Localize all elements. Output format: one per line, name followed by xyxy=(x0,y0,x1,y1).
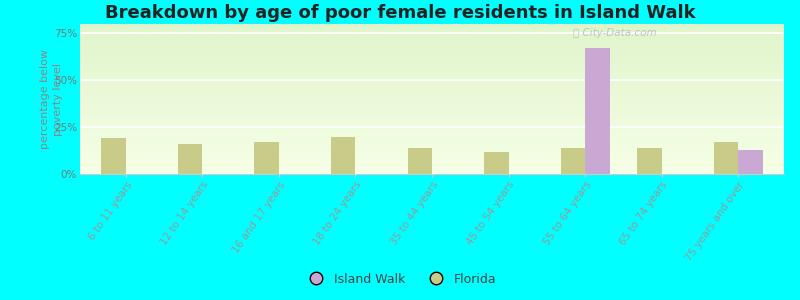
Bar xyxy=(585,48,610,174)
Text: Ⓢ City-Data.com: Ⓢ City-Data.com xyxy=(573,28,657,38)
Bar xyxy=(407,148,432,174)
Bar xyxy=(561,148,585,174)
Bar xyxy=(714,142,738,174)
Bar xyxy=(637,148,662,174)
Text: Breakdown by age of poor female residents in Island Walk: Breakdown by age of poor female resident… xyxy=(105,4,695,22)
Bar xyxy=(178,144,202,174)
Bar xyxy=(331,136,355,174)
Legend: Island Walk, Florida: Island Walk, Florida xyxy=(298,268,502,291)
Y-axis label: percentage below
poverty level: percentage below poverty level xyxy=(40,49,63,149)
Bar xyxy=(738,150,762,174)
Bar xyxy=(102,138,126,174)
Bar xyxy=(254,142,279,174)
Bar xyxy=(484,152,509,174)
